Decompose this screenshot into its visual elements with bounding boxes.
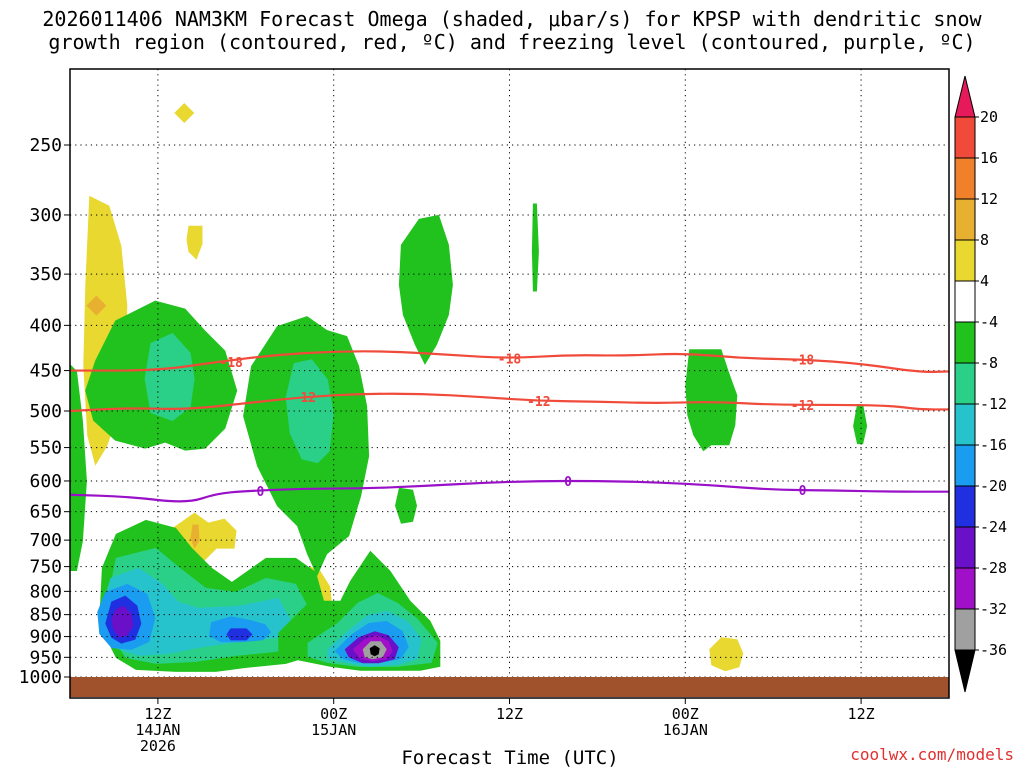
omega-region-m4 xyxy=(70,364,87,571)
y-tick-label: 350 xyxy=(29,264,62,285)
colorbar-label: -4 xyxy=(980,313,998,331)
contour-label: 0 xyxy=(799,484,807,499)
y-tick-label: 600 xyxy=(29,471,62,492)
colorbar-label: 4 xyxy=(980,272,989,290)
y-axis: 2503003504004505005506006507007508008509… xyxy=(19,135,70,688)
contours: -18 -18 -18 -12 -12 -12 0 0 0 xyxy=(70,350,949,503)
contour-label: -12 xyxy=(527,395,550,410)
omega-region-p4 xyxy=(709,637,744,672)
y-tick-label: 650 xyxy=(29,502,62,523)
colorbar-label: -12 xyxy=(980,395,1007,413)
contour-label: -18 xyxy=(219,356,243,371)
colorbar-box xyxy=(954,198,976,241)
x-tick-label: 12Z xyxy=(848,705,875,723)
colorbar-label: 8 xyxy=(980,231,989,249)
omega-region-m24 xyxy=(111,605,134,638)
contour-label: -12 xyxy=(791,399,814,414)
colorbar-box xyxy=(954,362,976,405)
y-tick-label: 700 xyxy=(29,530,62,551)
omega-region-m4 xyxy=(685,349,738,452)
omega-region-m4 xyxy=(531,203,539,292)
colorbar-min-arrow xyxy=(954,649,976,693)
chart-title-line1: 2026011406 NAM3KM Forecast Omega (shaded… xyxy=(42,7,982,31)
y-tick-label: 250 xyxy=(29,135,62,156)
colorbar-label: -24 xyxy=(980,518,1007,536)
contour-label: -18 xyxy=(791,353,815,368)
x-tick-label: 12Z xyxy=(496,705,523,723)
x-tick-label: 2026 xyxy=(140,737,176,755)
y-tick-label: 750 xyxy=(29,557,62,578)
omega-region-m4 xyxy=(395,487,417,524)
colorbar-box xyxy=(954,157,976,200)
x-tick-label: 15JAN xyxy=(311,721,356,739)
y-tick-label: 800 xyxy=(29,581,62,602)
colorbar: 20 16 12 8 4 -4 -8 -12 -16 -20 -24 -28 -32 -36 xyxy=(954,75,1007,693)
colorbar-label: 16 xyxy=(980,149,998,167)
contour-label: 0 xyxy=(257,485,265,500)
x-tick-label: 16JAN xyxy=(663,721,708,739)
colorbar-box xyxy=(954,280,976,323)
omega-region-m36 xyxy=(369,645,380,657)
omega-region-p4 xyxy=(174,103,195,124)
contour-label: 0 xyxy=(564,475,572,490)
contour-line-0 xyxy=(70,479,949,503)
y-tick-label: 500 xyxy=(29,401,62,422)
colorbar-box xyxy=(954,116,976,159)
omega-region-m20 xyxy=(226,628,253,641)
contour-line-m18 xyxy=(70,350,949,373)
source-credit: coolwx.com/models xyxy=(850,745,1014,764)
colorbar-label: -28 xyxy=(980,559,1007,577)
y-tick-label: 550 xyxy=(29,438,62,459)
y-tick-label: 450 xyxy=(29,361,62,382)
chart-title: 2026011406 NAM3KM Forecast Omega (shaded… xyxy=(0,8,1024,54)
colorbar-label: -32 xyxy=(980,600,1007,618)
y-tick-label: 900 xyxy=(29,627,62,648)
x-axis-label: Forecast Time (UTC) xyxy=(401,747,618,768)
colorbar-label: -20 xyxy=(980,477,1007,495)
colorbar-box xyxy=(954,444,976,487)
omega-region-p8 xyxy=(86,295,107,316)
colorbar-box xyxy=(954,239,976,282)
contour-label: -18 xyxy=(498,352,522,367)
contour-label: -12 xyxy=(293,391,316,406)
omega-region-p4 xyxy=(186,225,203,260)
colorbar-box xyxy=(954,608,976,651)
omega-region-m8 xyxy=(144,333,195,421)
x-tick-label: 00Z xyxy=(672,705,699,723)
colorbar-box xyxy=(954,567,976,610)
y-tick-label: 300 xyxy=(29,205,62,226)
ground-bar xyxy=(70,677,949,697)
colorbar-box xyxy=(954,321,976,364)
colorbar-label: -8 xyxy=(980,354,998,372)
omega-region-m4 xyxy=(398,214,453,365)
colorbar-box xyxy=(954,526,976,569)
y-tick-label: 850 xyxy=(29,605,62,626)
colorbar-max-arrow xyxy=(954,75,976,118)
y-tick-label: 950 xyxy=(29,647,62,668)
chart-title-line2: growth region (contoured, red, ºC) and f… xyxy=(48,30,976,54)
omega-region-p8 xyxy=(190,524,200,549)
x-tick-label: 14JAN xyxy=(135,721,180,739)
colorbar-label: 12 xyxy=(980,190,998,208)
omega-region-m4 xyxy=(853,404,868,445)
x-tick-label: 00Z xyxy=(320,705,347,723)
colorbar-label: 20 xyxy=(980,108,998,126)
colorbar-box xyxy=(954,485,976,528)
y-tick-label: 1000 xyxy=(19,667,62,688)
omega-shading xyxy=(70,103,868,672)
colorbar-label: -16 xyxy=(980,436,1007,454)
y-tick-label: 400 xyxy=(29,315,62,336)
contour-line-m12 xyxy=(70,392,949,413)
colorbar-box xyxy=(954,403,976,446)
colorbar-label: -36 xyxy=(980,641,1007,659)
x-tick-label: 12Z xyxy=(144,705,171,723)
